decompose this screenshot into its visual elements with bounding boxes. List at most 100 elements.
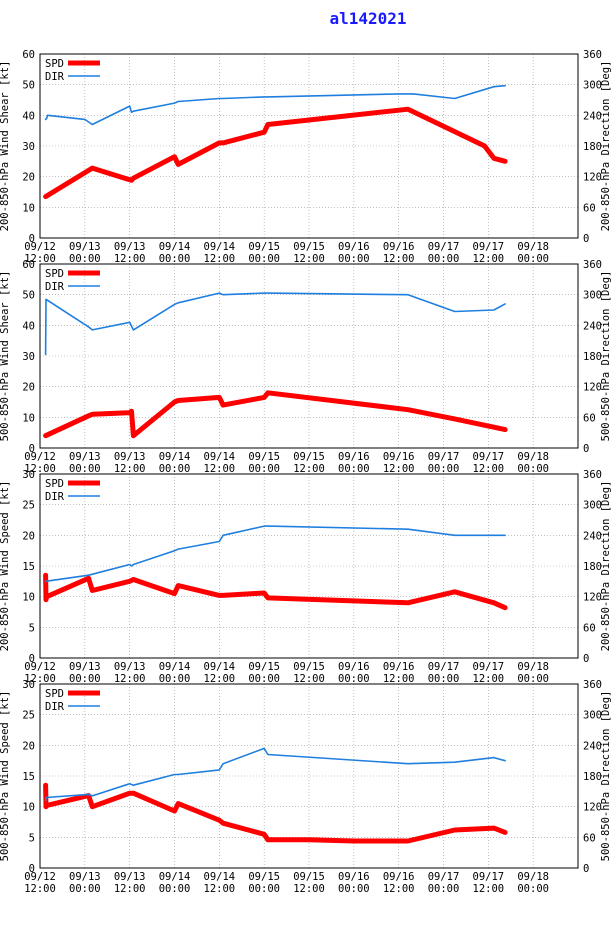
x-tick-time: 00:00: [159, 463, 191, 475]
y-tick-label: 25: [22, 500, 35, 512]
x-tick-date: 09/17: [428, 451, 460, 463]
x-tick-time: 00:00: [69, 463, 101, 475]
x-tick-date: 09/16: [383, 241, 415, 253]
x-tick-date: 09/16: [338, 661, 370, 673]
y2-tick-label: 60: [583, 622, 596, 634]
y-tick-label: 15: [22, 771, 35, 783]
x-tick-time: 00:00: [248, 673, 280, 685]
y-tick-label: 10: [22, 802, 35, 814]
x-tick-time: 12:00: [204, 253, 236, 265]
y-tick-label: 5: [29, 622, 35, 634]
y2-tick-label: 60: [583, 202, 596, 214]
x-tick-time: 12:00: [383, 673, 415, 685]
legend-label-spd: SPD: [45, 478, 64, 490]
chart-title: al142021: [329, 9, 407, 28]
x-tick-date: 09/12: [24, 451, 56, 463]
spd-series-line: [43, 106, 508, 200]
y-tick-label: 10: [22, 202, 35, 214]
y2-tick-label: 180: [583, 561, 602, 573]
x-tick-time: 00:00: [248, 463, 280, 475]
y2-tick-label: 300: [583, 710, 602, 722]
x-tick-date: 09/17: [473, 241, 505, 253]
y-tick-label: 0: [29, 863, 35, 875]
x-tick-date: 09/17: [473, 661, 505, 673]
x-tick-time: 12:00: [383, 883, 415, 895]
y-tick-label: 25: [22, 710, 35, 722]
x-tick-date: 09/14: [159, 451, 191, 463]
y2-tick-label: 240: [583, 530, 602, 542]
y-tick-label: 20: [22, 172, 35, 184]
y2-axis-label: 200-850-hPa Direction [Deg]: [600, 481, 612, 652]
y2-tick-label: 60: [583, 832, 596, 844]
y2-axis-label: 500-850-hPa Direction [Deg]: [600, 271, 612, 442]
y2-tick-label: 360: [583, 259, 602, 271]
y-tick-label: 20: [22, 382, 35, 394]
x-tick-time: 12:00: [114, 883, 146, 895]
x-tick-time: 12:00: [293, 253, 325, 265]
y-tick-label: 0: [29, 443, 35, 455]
x-tick-time: 00:00: [517, 463, 549, 475]
y-tick-label: 40: [22, 110, 35, 122]
x-tick-time: 00:00: [69, 673, 101, 685]
y-tick-label: 10: [22, 592, 35, 604]
y2-tick-label: 120: [583, 802, 602, 814]
y-tick-label: 50: [22, 290, 35, 302]
x-tick-time: 00:00: [248, 253, 280, 265]
x-tick-date: 09/18: [517, 241, 549, 253]
legend-label-dir: DIR: [45, 281, 65, 293]
y-tick-label: 10: [22, 412, 35, 424]
y-tick-label: 20: [22, 530, 35, 542]
x-tick-time: 12:00: [473, 463, 505, 475]
x-tick-time: 00:00: [428, 253, 460, 265]
spd-series-line: [43, 572, 508, 611]
y2-tick-label: 360: [583, 469, 602, 481]
x-tick-date: 09/14: [159, 661, 191, 673]
x-tick-date: 09/16: [338, 451, 370, 463]
x-tick-time: 00:00: [338, 883, 370, 895]
x-tick-time: 00:00: [248, 883, 280, 895]
x-tick-time: 00:00: [159, 883, 191, 895]
x-tick-time: 00:00: [428, 883, 460, 895]
x-tick-date: 09/17: [428, 661, 460, 673]
x-tick-date: 09/16: [383, 661, 415, 673]
x-tick-time: 00:00: [517, 253, 549, 265]
y2-tick-label: 180: [583, 141, 602, 153]
x-tick-time: 00:00: [428, 673, 460, 685]
plot-frame: [39, 473, 579, 659]
x-tick-date: 09/16: [383, 451, 415, 463]
legend-label-dir: DIR: [45, 71, 65, 83]
x-tick-date: 09/14: [159, 241, 191, 253]
x-tick-time: 12:00: [473, 883, 505, 895]
x-tick-time: 12:00: [24, 253, 56, 265]
y-tick-label: 60: [22, 259, 35, 271]
y-tick-label: 60: [22, 49, 35, 61]
x-tick-date: 09/13: [69, 661, 101, 673]
x-tick-date: 09/13: [114, 241, 146, 253]
y-tick-label: 50: [22, 80, 35, 92]
spd-series-line: [43, 782, 508, 844]
y-tick-label: 30: [22, 351, 35, 363]
legend-label-spd: SPD: [45, 58, 64, 70]
y2-tick-label: 0: [583, 863, 589, 875]
y-tick-label: 30: [22, 679, 35, 691]
y-tick-label: 5: [29, 832, 35, 844]
y2-tick-label: 180: [583, 351, 602, 363]
y2-tick-label: 300: [583, 500, 602, 512]
x-tick-time: 12:00: [293, 463, 325, 475]
y-axis-label: 200-850-hPa Wind Speed [kt]: [0, 481, 11, 652]
legend-label-spd: SPD: [45, 688, 64, 700]
x-tick-date: 09/16: [338, 871, 370, 883]
x-tick-time: 12:00: [473, 673, 505, 685]
x-tick-time: 12:00: [383, 253, 415, 265]
x-tick-date: 09/18: [517, 451, 549, 463]
x-tick-date: 09/15: [293, 241, 325, 253]
y2-tick-label: 360: [583, 49, 602, 61]
x-tick-date: 09/13: [114, 661, 146, 673]
plot-frame: [39, 263, 579, 449]
x-tick-date: 09/13: [69, 871, 101, 883]
x-tick-date: 09/14: [204, 661, 236, 673]
x-tick-time: 00:00: [159, 253, 191, 265]
x-tick-time: 12:00: [24, 883, 56, 895]
